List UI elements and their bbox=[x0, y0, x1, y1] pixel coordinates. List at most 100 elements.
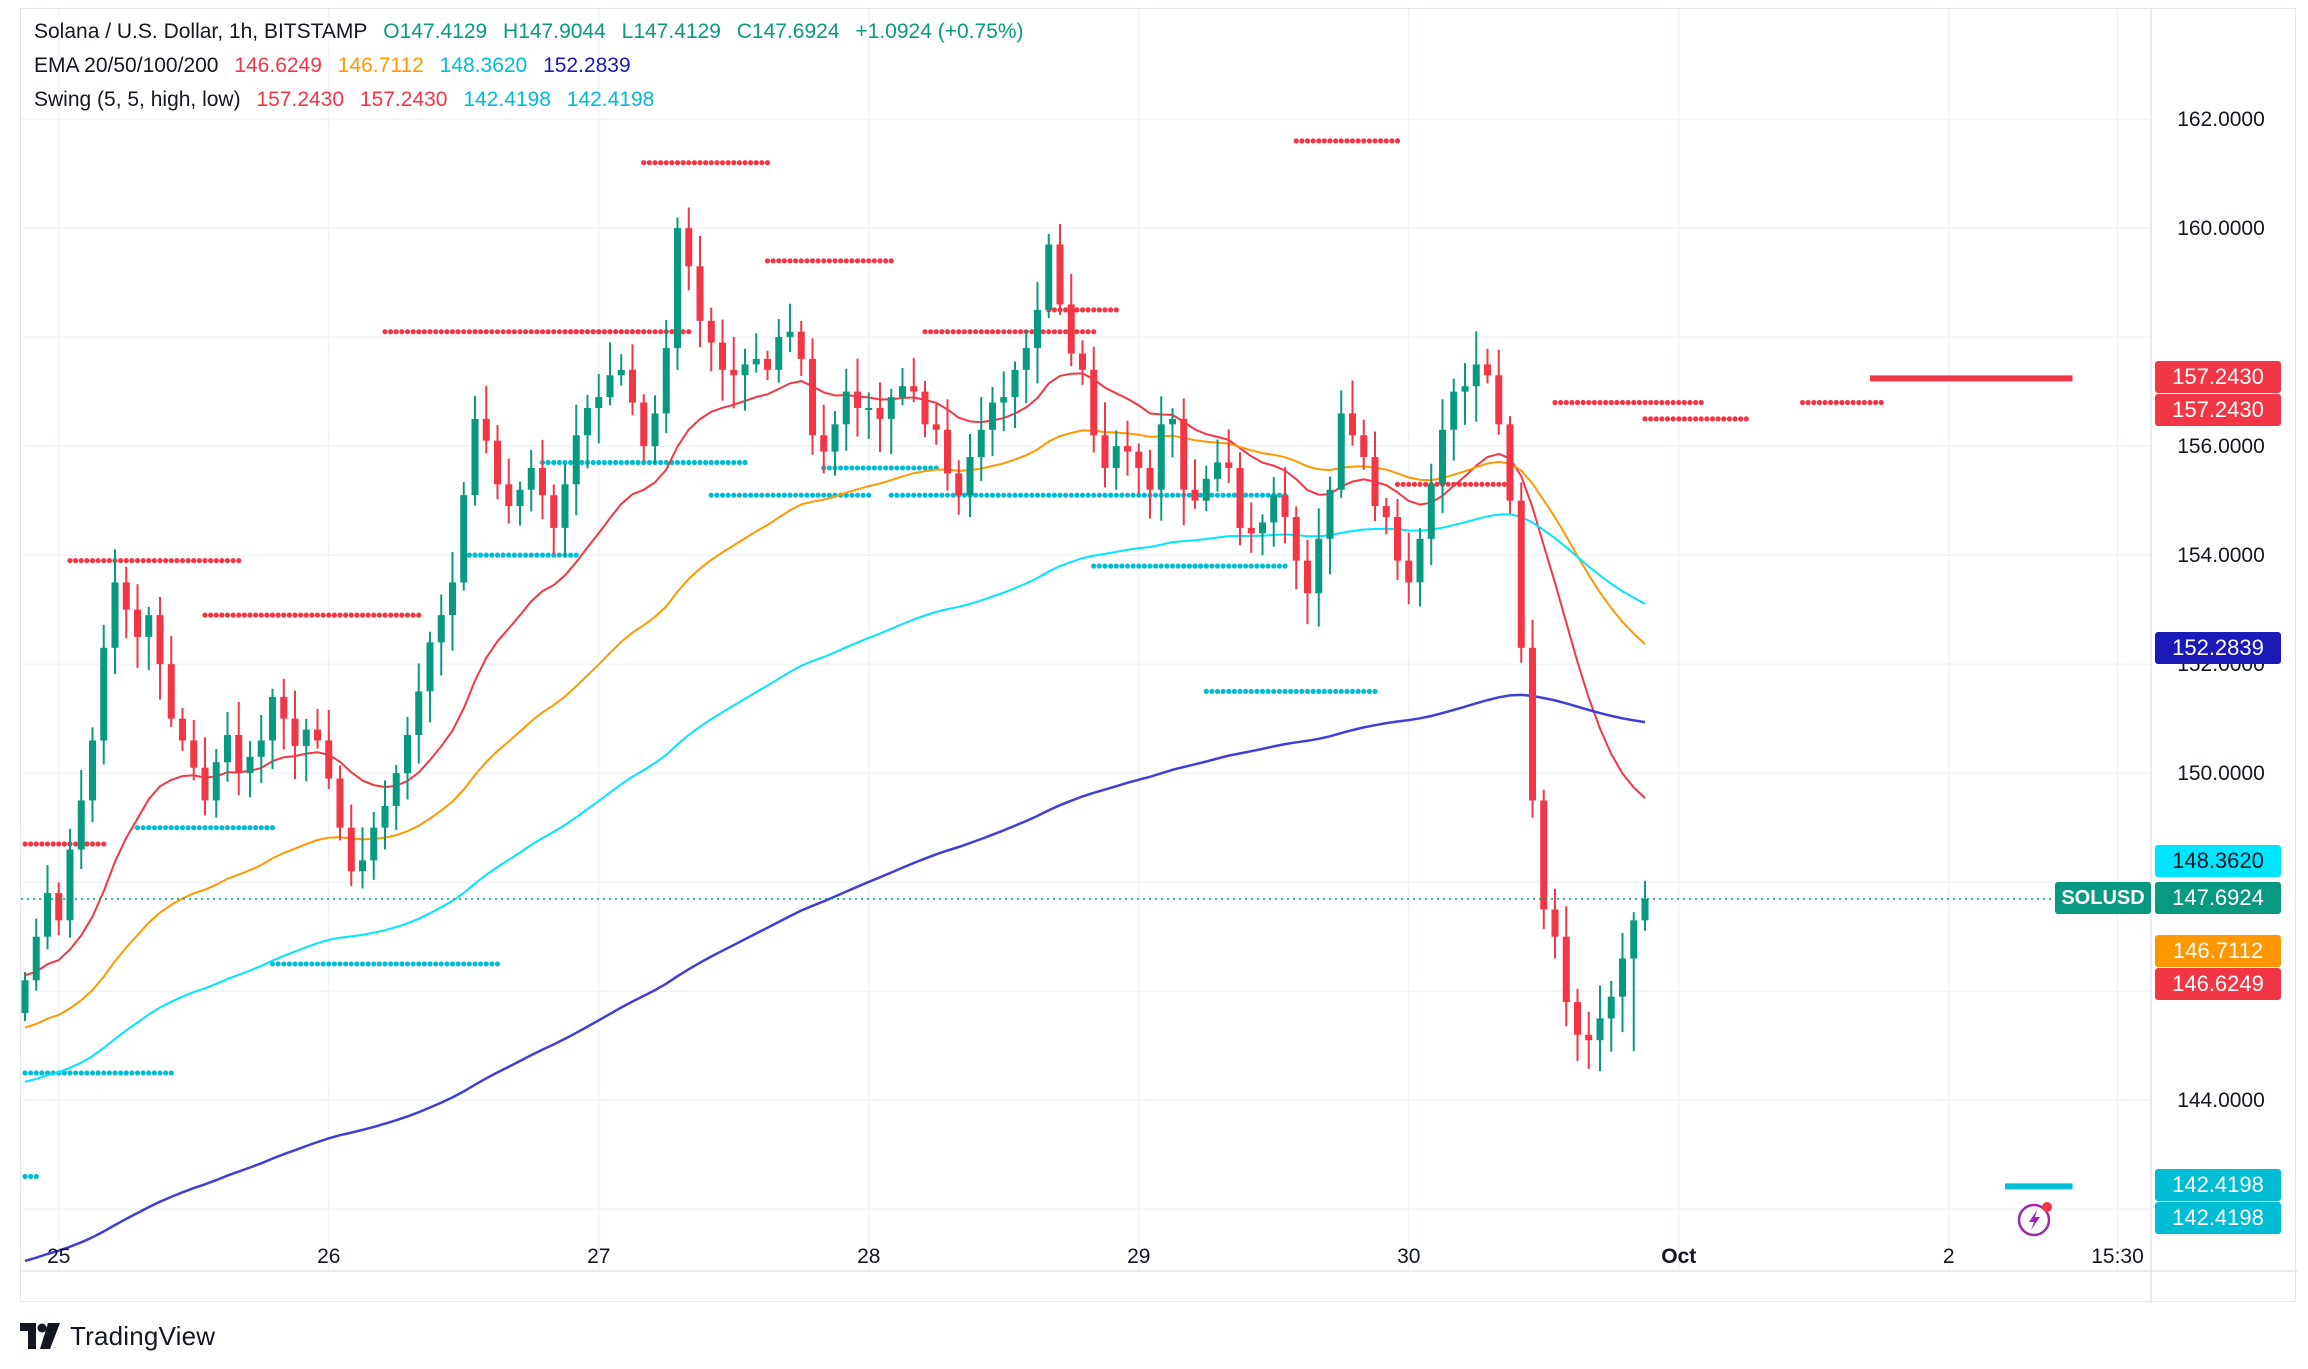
candle-body-up bbox=[1337, 413, 1345, 490]
candle-body-down bbox=[1506, 424, 1514, 501]
swing-low-dot bbox=[995, 492, 1001, 498]
swing-high-dot bbox=[292, 612, 298, 618]
candle-body-up bbox=[212, 762, 220, 801]
swing-high-dot bbox=[1383, 138, 1389, 144]
swing-low-dot bbox=[157, 1070, 163, 1076]
candle-body-up bbox=[1034, 309, 1041, 349]
swing-low-dot bbox=[258, 825, 264, 831]
candle-body-down bbox=[179, 718, 186, 741]
swing-high-dot bbox=[798, 258, 804, 264]
candle-body-up bbox=[145, 615, 153, 637]
swing-low-dot bbox=[314, 961, 321, 967]
swing-high-dot bbox=[1867, 399, 1873, 406]
swing-low-dot bbox=[764, 492, 771, 498]
swing-high-dot bbox=[269, 612, 276, 618]
swing-high-dot bbox=[421, 329, 427, 335]
swing-high-dot bbox=[1721, 416, 1727, 422]
swing-low-dot bbox=[815, 492, 821, 498]
swing-high-dot bbox=[286, 612, 292, 618]
candle-body-up bbox=[1630, 920, 1638, 959]
swing-low-dot bbox=[1276, 492, 1282, 498]
symbol-tag: SOLUSD bbox=[2055, 881, 2151, 914]
swing-low-dot bbox=[1259, 688, 1266, 695]
swing-high-dot bbox=[680, 160, 686, 166]
swing-high-dot bbox=[1597, 399, 1603, 406]
swing-high-dot bbox=[253, 612, 259, 618]
swing-high-dot bbox=[191, 557, 197, 564]
lightning-icon[interactable] bbox=[2016, 1198, 2056, 1238]
swing-low-dot bbox=[1265, 688, 1271, 695]
brand[interactable]: TradingView bbox=[20, 1318, 215, 1354]
swing-high-dot bbox=[1704, 416, 1710, 422]
candle-body-up bbox=[404, 735, 411, 774]
swing-low-dot bbox=[1141, 492, 1147, 498]
swing-low-dot bbox=[1153, 563, 1159, 569]
swing-high-dot bbox=[382, 612, 388, 618]
swing-low-dot bbox=[556, 459, 562, 466]
candle-body-down bbox=[707, 320, 715, 343]
swing-high-dot bbox=[568, 329, 574, 335]
swing-high-dot bbox=[995, 329, 1001, 335]
time-axis-label: 15:30 bbox=[2091, 1245, 2144, 1268]
swing-high-dot bbox=[658, 160, 664, 166]
candle-body-up bbox=[842, 391, 850, 425]
candle-body-down bbox=[1067, 304, 1075, 354]
swing-low-dot bbox=[1102, 563, 1108, 569]
swing-low-dot bbox=[1243, 563, 1249, 569]
price-chart[interactable]: 144.0000150.0000152.0000154.0000156.0000… bbox=[21, 9, 2297, 1303]
swing-high-dot bbox=[838, 258, 844, 264]
swing-high-dot bbox=[748, 160, 754, 166]
swing-high-dot bbox=[1468, 481, 1474, 487]
swing-low-dot bbox=[472, 552, 478, 558]
swing-high-dot bbox=[1079, 307, 1086, 313]
swing-low-dot bbox=[89, 1070, 96, 1076]
legend-swing[interactable]: Swing (5, 5, high, low) 157.2430 157.243… bbox=[34, 88, 664, 112]
swing-low-dot bbox=[793, 492, 799, 498]
candle-body-down bbox=[494, 440, 501, 485]
swing-low-dot bbox=[854, 492, 861, 498]
swing-low-dot bbox=[399, 961, 405, 967]
swing-low-dot bbox=[247, 825, 253, 831]
swing-high-dot bbox=[641, 329, 647, 335]
chart-panel[interactable]: 144.0000 150.0000 152.0000 154.0000 156.0000… bbox=[20, 8, 2297, 1303]
swing-low-dot bbox=[28, 1173, 34, 1180]
legend-ema[interactable]: EMA 20/50/100/200 146.6249 146.7112 148.… bbox=[34, 54, 641, 78]
swing-low-dot bbox=[838, 465, 844, 471]
candle-body-down bbox=[505, 484, 513, 507]
swing-low-dot bbox=[1136, 492, 1142, 498]
swing-high-dot bbox=[494, 329, 501, 335]
candle-body-up bbox=[449, 582, 456, 616]
candle-body-up bbox=[471, 418, 479, 496]
swing-high-dot bbox=[832, 258, 838, 264]
swing-high-dot bbox=[1552, 399, 1558, 406]
swing-high-dot bbox=[1659, 416, 1665, 422]
swing-low-dot bbox=[489, 961, 495, 967]
swing-low-dot bbox=[1136, 563, 1142, 569]
swing-high-dot bbox=[1006, 329, 1012, 335]
swing-high-dot bbox=[674, 160, 681, 166]
swing-high-dot bbox=[944, 329, 951, 335]
swing-low-dot bbox=[134, 825, 141, 831]
swing-low-dot bbox=[393, 961, 399, 967]
swing-high-dot bbox=[1844, 399, 1851, 406]
swing-high-dot bbox=[438, 329, 444, 335]
candle-body-down bbox=[347, 827, 355, 872]
candle-body-up bbox=[584, 407, 591, 436]
swing-high-dot bbox=[1344, 138, 1350, 144]
swing-low-dot bbox=[1248, 688, 1254, 695]
swing-high-dot bbox=[1378, 138, 1384, 144]
swing-high-dot bbox=[686, 329, 692, 335]
candle-body-up bbox=[66, 849, 74, 921]
swing-high-dot bbox=[736, 160, 742, 166]
swing-high-dot bbox=[22, 841, 28, 847]
swing-high-dot bbox=[1563, 399, 1569, 406]
candle-body-down bbox=[190, 740, 198, 768]
candle-body-down bbox=[854, 391, 861, 408]
swing-high-dot bbox=[28, 841, 34, 847]
swing-low-dot bbox=[1366, 688, 1372, 695]
swing-low-dot bbox=[658, 459, 664, 466]
swing-high-dot bbox=[624, 329, 630, 335]
swing-high-dot bbox=[472, 329, 478, 335]
candle-body-down bbox=[1551, 909, 1559, 937]
swing-high-dot bbox=[854, 258, 861, 264]
